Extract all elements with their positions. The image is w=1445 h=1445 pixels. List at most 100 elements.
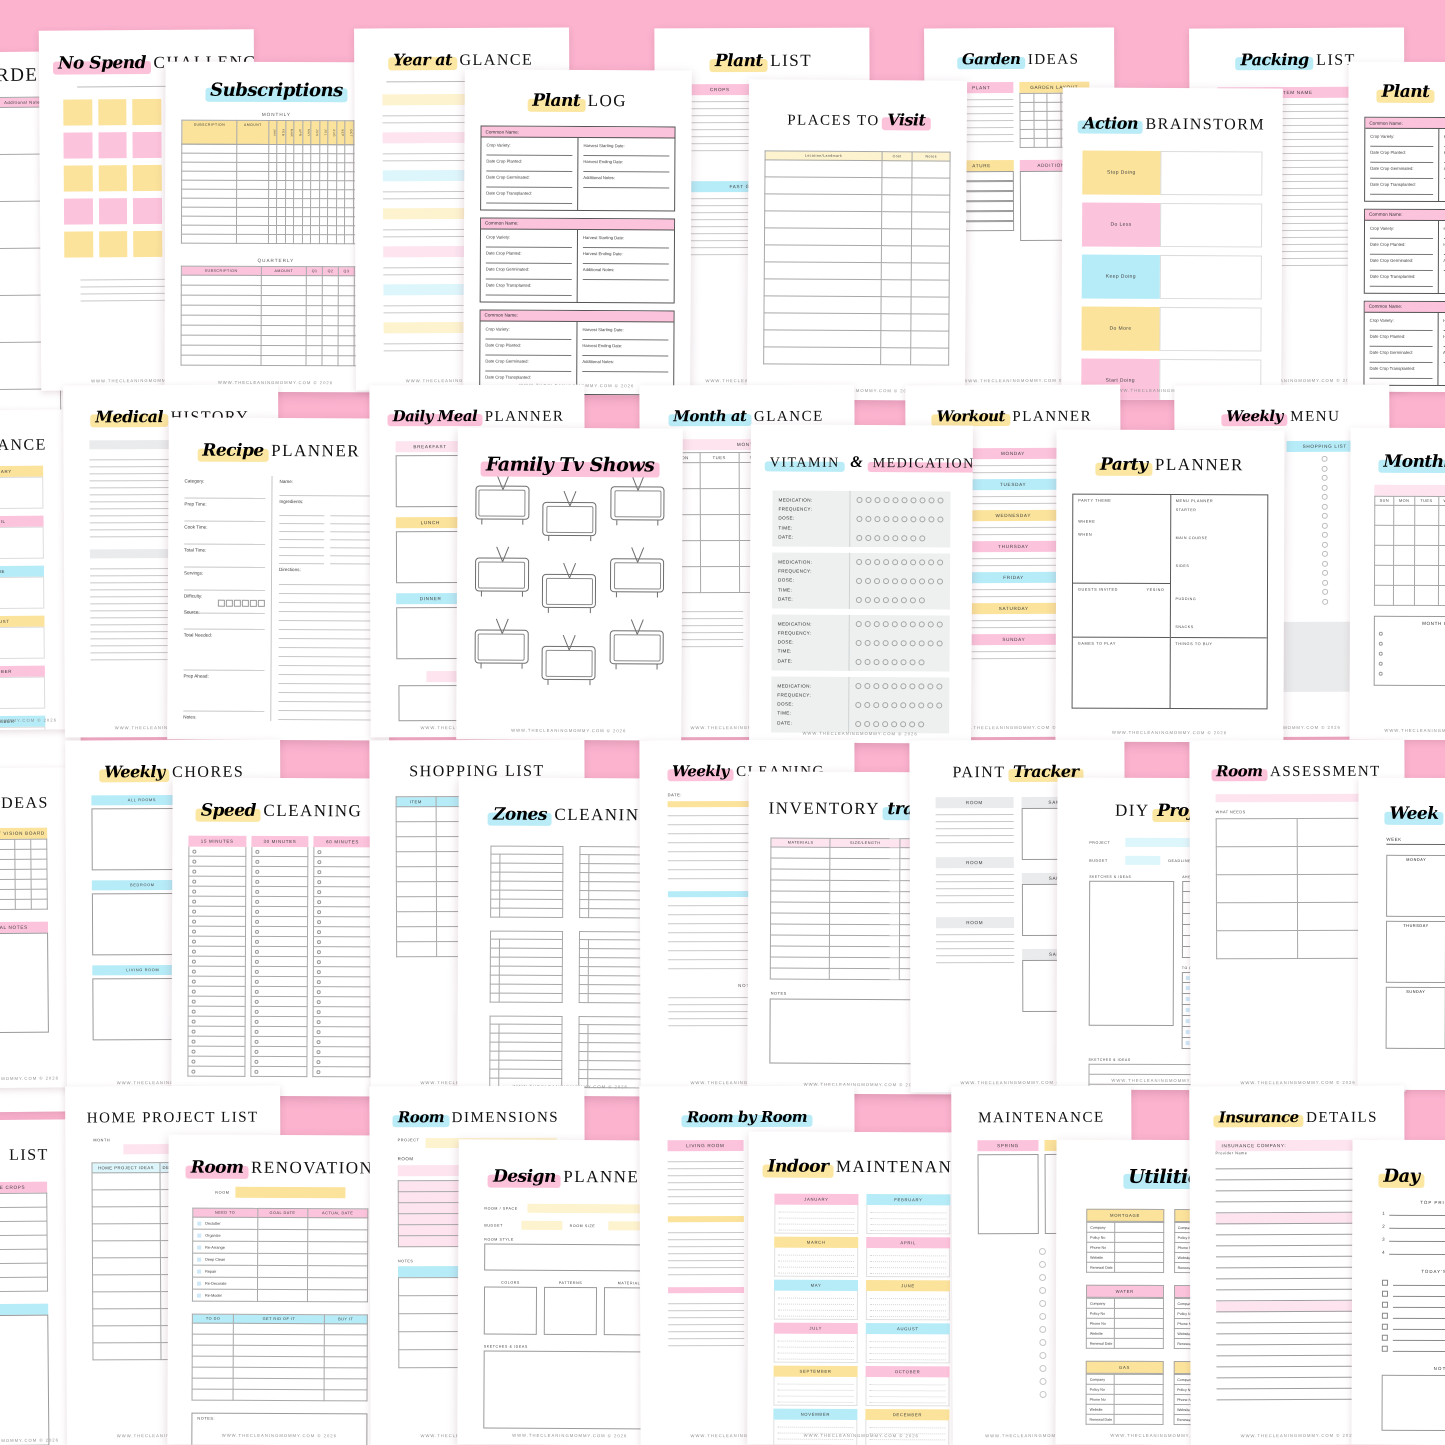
col-feb: FEB <box>277 120 286 145</box>
title-medication: MEDICATION <box>870 456 973 472</box>
speed-row <box>250 906 309 918</box>
utility-row: Company <box>1086 1298 1163 1309</box>
dose-circle <box>909 683 916 690</box>
dose-circle <box>917 721 924 728</box>
table-row <box>181 325 371 336</box>
dose-circle <box>874 497 881 504</box>
plant-log-block: Common Name: Crop Variety: Date Crop Plant… <box>1363 300 1445 387</box>
renovation-needs-table: NEED TO GOAL DATE ACTUAL DATE Declutter Orga… <box>192 1208 368 1303</box>
utility-header-mortgage: MORTGAGE <box>1086 1208 1164 1222</box>
speed-row <box>188 886 246 897</box>
tv-icon <box>474 618 529 669</box>
speed-row <box>313 997 371 1008</box>
todo-checkbox <box>1381 1301 1388 1308</box>
checkbox-circle <box>1322 569 1329 576</box>
checkbox-circle <box>1322 579 1329 586</box>
field-label: Crop Variety: <box>485 326 510 332</box>
month-label: MONTH <box>1374 484 1445 497</box>
label-starter: STARTER <box>1175 508 1197 513</box>
speed-circle <box>255 849 260 854</box>
speed-circle <box>254 939 259 944</box>
dose-circle <box>927 640 934 647</box>
utility-field-phone-no: Phone No <box>1086 1318 1114 1329</box>
title-script: Packing <box>1237 50 1311 69</box>
recipe-field: Prep Ahead: <box>183 673 209 679</box>
dose-circle <box>919 535 926 542</box>
todo-row <box>1381 1334 1445 1342</box>
label-things-to-buy: THINGS TO BUY <box>1175 641 1213 646</box>
maintenance-month: July <box>773 1322 858 1363</box>
subscriptions-monthly-table: SUBSCRIPTION AMOUNT JAN FEB MAR APR MAY JUN JUL A… <box>181 120 371 245</box>
speed-row <box>250 976 309 988</box>
todo-checkbox <box>1381 1312 1388 1319</box>
medication-fields: MEDICATION: FREQUENCY: DOSE: TIME: DATE: <box>772 490 851 547</box>
speed-circle <box>254 1009 259 1014</box>
goal-row <box>1378 631 1445 636</box>
field-label: Harvest Starting Date: <box>583 143 625 149</box>
title-serif: LOG <box>587 91 628 111</box>
speed-circle <box>317 889 322 894</box>
speed-circle <box>254 879 259 884</box>
utility-panel: MORTGAGE Company Policy No Phone No Website R… <box>1086 1208 1164 1273</box>
speed-row <box>250 956 309 968</box>
dose-circle <box>856 515 863 522</box>
month-label-november: November <box>773 1408 858 1420</box>
field-label: Date Crop Germinated: <box>1369 349 1413 355</box>
checkbox-circle <box>1322 598 1329 605</box>
dose-circle <box>873 639 880 646</box>
renovation-row: Deep Clean <box>192 1253 368 1266</box>
dose-circle <box>865 534 872 541</box>
project-label: PROJECT <box>397 1138 420 1143</box>
sheet-vitamin-medication: VITAMIN & MEDICATION MEDICATION: FREQUENC… <box>749 424 973 744</box>
maintenance-circle <box>1038 1312 1046 1321</box>
label-budget: BUDGET <box>484 1223 503 1228</box>
table-row <box>192 1323 368 1335</box>
col-apr: APR <box>294 120 303 145</box>
footer-brand: WWW.THECLEANINGMOMMY.COM © 2026 <box>1384 727 1445 734</box>
maintenance-circle <box>1039 1390 1047 1399</box>
utility-field-website: Website <box>1086 1328 1114 1339</box>
dose-circle <box>864 596 871 603</box>
todo-checkbox <box>1185 986 1190 991</box>
brainstorm-label-0: Stop Doing <box>1082 150 1161 195</box>
maintenance-month: December <box>865 1409 950 1445</box>
dose-circle <box>899 720 906 728</box>
month-lines <box>865 1291 950 1321</box>
utility-field-website: Website <box>1086 1404 1114 1415</box>
utility-row: Phone No <box>1086 1318 1163 1329</box>
speed-row <box>250 1056 308 1068</box>
speed-row <box>250 896 309 908</box>
utility-row: Website <box>1086 1328 1163 1339</box>
label-room-size: ROOM SIZE <box>569 1223 596 1228</box>
speed-circle <box>191 1059 196 1064</box>
speed-circle <box>317 959 322 964</box>
label-menu-planner: MENU PLANNER <box>1175 499 1214 504</box>
sheet-indoor-maintenance: Indoor MAINTENANCE January February March A… <box>747 1131 977 1445</box>
speed-row <box>250 886 309 898</box>
todo-checkbox <box>1185 1030 1190 1035</box>
sheet-monthly-calendar: Monthly MONTH SUNMONTUESWEDTHUFRISAT MON… <box>1349 427 1445 741</box>
section-monthly: MONTHLY <box>261 111 291 118</box>
todo-row <box>1381 1323 1445 1331</box>
title-script: Monthly <box>1380 452 1445 472</box>
maintenance-month: January <box>774 1193 859 1234</box>
dose-circle <box>909 659 916 666</box>
table-row <box>181 275 371 286</box>
dose-circle <box>918 640 925 647</box>
dose-circle <box>883 497 890 504</box>
label-sketches-ideas: SKETCHES & IDEAS <box>1089 874 1132 879</box>
dose-circle <box>882 682 889 689</box>
speed-circle <box>254 989 259 994</box>
speed-circle <box>191 969 196 974</box>
title-ampersand: & <box>850 453 863 472</box>
todo-checkbox <box>1381 1345 1388 1352</box>
speed-circle <box>254 949 259 954</box>
field-label: Harvest Starting Date: <box>582 326 624 333</box>
utility-row: Phone No <box>1086 1242 1164 1253</box>
title-serif: CLEANING <box>554 804 654 825</box>
field-label: Date Crop Germinated: <box>485 358 529 364</box>
dose-circle <box>891 559 898 566</box>
utility-field-policy-no: Policy No <box>1086 1308 1114 1319</box>
brainstorm-box-2 <box>1159 254 1262 300</box>
recipe-field: Total Time: <box>184 547 207 553</box>
